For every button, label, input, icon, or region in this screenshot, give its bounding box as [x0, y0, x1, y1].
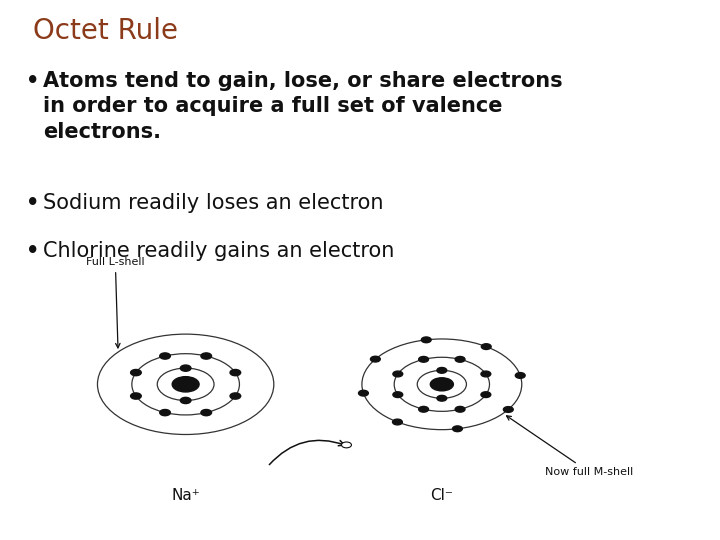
Text: •: •	[25, 71, 39, 91]
Ellipse shape	[160, 409, 171, 416]
Ellipse shape	[172, 377, 199, 392]
Text: •: •	[25, 241, 39, 261]
Ellipse shape	[160, 353, 171, 359]
Ellipse shape	[230, 393, 240, 399]
Text: Sodium readily loses an electron: Sodium readily loses an electron	[43, 193, 384, 213]
Ellipse shape	[180, 397, 191, 403]
Ellipse shape	[437, 395, 446, 401]
Ellipse shape	[421, 337, 431, 343]
Ellipse shape	[180, 365, 191, 372]
Ellipse shape	[341, 442, 351, 448]
Ellipse shape	[230, 369, 240, 376]
Text: Full L-shell: Full L-shell	[86, 257, 145, 348]
Text: Chlorine readily gains an electron: Chlorine readily gains an electron	[43, 241, 395, 261]
Text: Octet Rule: Octet Rule	[32, 17, 178, 45]
Ellipse shape	[455, 407, 465, 412]
Ellipse shape	[455, 356, 465, 362]
Text: Na⁺: Na⁺	[171, 489, 200, 503]
Ellipse shape	[431, 378, 454, 391]
Ellipse shape	[481, 371, 491, 377]
Text: •: •	[25, 193, 39, 213]
Ellipse shape	[201, 409, 212, 416]
Text: Cl⁻: Cl⁻	[431, 489, 454, 503]
Ellipse shape	[503, 407, 513, 413]
Text: Atoms tend to gain, lose, or share electrons
in order to acquire a full set of v: Atoms tend to gain, lose, or share elect…	[43, 71, 563, 142]
Ellipse shape	[393, 392, 402, 397]
Ellipse shape	[371, 356, 380, 362]
Ellipse shape	[419, 407, 428, 412]
Ellipse shape	[419, 356, 428, 362]
Ellipse shape	[453, 426, 462, 431]
Ellipse shape	[201, 353, 212, 359]
Ellipse shape	[437, 368, 446, 373]
Ellipse shape	[516, 373, 525, 379]
Text: Now full M-shell: Now full M-shell	[507, 416, 634, 477]
Ellipse shape	[359, 390, 369, 396]
Ellipse shape	[481, 392, 491, 397]
Ellipse shape	[130, 369, 141, 376]
Ellipse shape	[393, 371, 402, 377]
Ellipse shape	[130, 393, 141, 399]
Ellipse shape	[392, 419, 402, 425]
Ellipse shape	[482, 344, 491, 349]
